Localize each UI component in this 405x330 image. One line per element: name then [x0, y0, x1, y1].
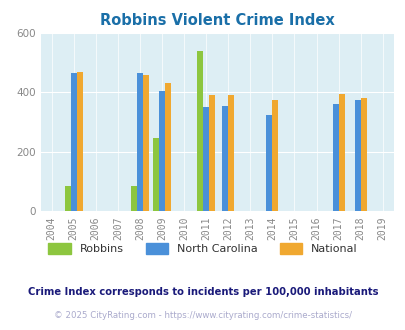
- Bar: [222, 106, 228, 211]
- Bar: [131, 186, 136, 211]
- Bar: [354, 100, 360, 211]
- Bar: [332, 104, 338, 211]
- Bar: [143, 75, 149, 211]
- Bar: [209, 95, 215, 211]
- Bar: [360, 98, 366, 211]
- Bar: [266, 115, 272, 211]
- Bar: [164, 83, 171, 211]
- Bar: [197, 51, 202, 211]
- Bar: [65, 186, 70, 211]
- Bar: [272, 100, 278, 211]
- Bar: [338, 94, 344, 211]
- Text: © 2025 CityRating.com - https://www.cityrating.com/crime-statistics/: © 2025 CityRating.com - https://www.city…: [54, 312, 351, 320]
- Bar: [153, 139, 159, 211]
- Text: Crime Index corresponds to incidents per 100,000 inhabitants: Crime Index corresponds to incidents per…: [28, 287, 377, 297]
- Title: Robbins Violent Crime Index: Robbins Violent Crime Index: [100, 13, 334, 28]
- Legend: Robbins, North Carolina, National: Robbins, North Carolina, National: [44, 239, 361, 258]
- Bar: [202, 107, 209, 211]
- Bar: [77, 72, 83, 211]
- Bar: [159, 91, 164, 211]
- Bar: [228, 95, 234, 211]
- Bar: [70, 73, 77, 211]
- Bar: [136, 73, 143, 211]
